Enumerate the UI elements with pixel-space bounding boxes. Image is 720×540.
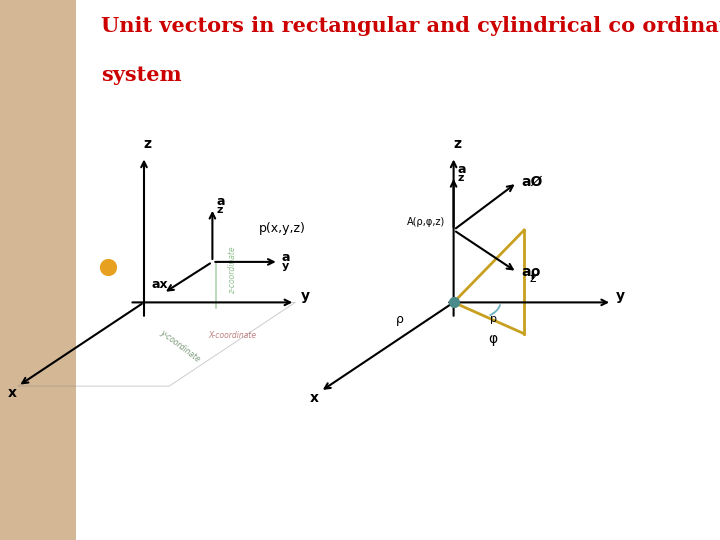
Point — [448, 298, 459, 307]
Text: z: z — [217, 205, 223, 215]
Text: X-coordinate: X-coordinate — [209, 330, 257, 340]
Text: z: z — [143, 138, 152, 152]
Text: a: a — [217, 195, 225, 208]
Text: ρ: ρ — [396, 313, 404, 326]
Text: z: z — [458, 173, 464, 184]
Text: x: x — [8, 386, 17, 400]
Text: ax: ax — [151, 278, 168, 291]
Text: a: a — [458, 163, 467, 177]
Text: y: y — [301, 289, 310, 303]
Text: p: p — [490, 314, 498, 325]
Text: z: z — [529, 272, 536, 285]
Bar — [76, 0, 720, 540]
Text: p(x,y,z): p(x,y,z) — [259, 222, 306, 235]
Text: x: x — [310, 392, 319, 406]
Text: y-coordinate: y-coordinate — [158, 328, 202, 364]
Text: aρ: aρ — [521, 265, 541, 279]
Bar — [0, 0, 76, 540]
Text: φ: φ — [488, 332, 498, 346]
Text: a: a — [282, 251, 290, 264]
Text: z-coordinate: z-coordinate — [228, 246, 238, 294]
Text: A(ρ,φ,z): A(ρ,φ,z) — [407, 217, 445, 227]
Text: aØ: aØ — [521, 175, 543, 189]
Text: y: y — [282, 261, 289, 272]
Text: z: z — [453, 138, 462, 152]
Text: Unit vectors in rectangular and cylindrical co ordinate: Unit vectors in rectangular and cylindri… — [101, 16, 720, 36]
Text: y: y — [616, 289, 625, 303]
Text: system: system — [101, 65, 181, 85]
Point — [102, 263, 114, 272]
